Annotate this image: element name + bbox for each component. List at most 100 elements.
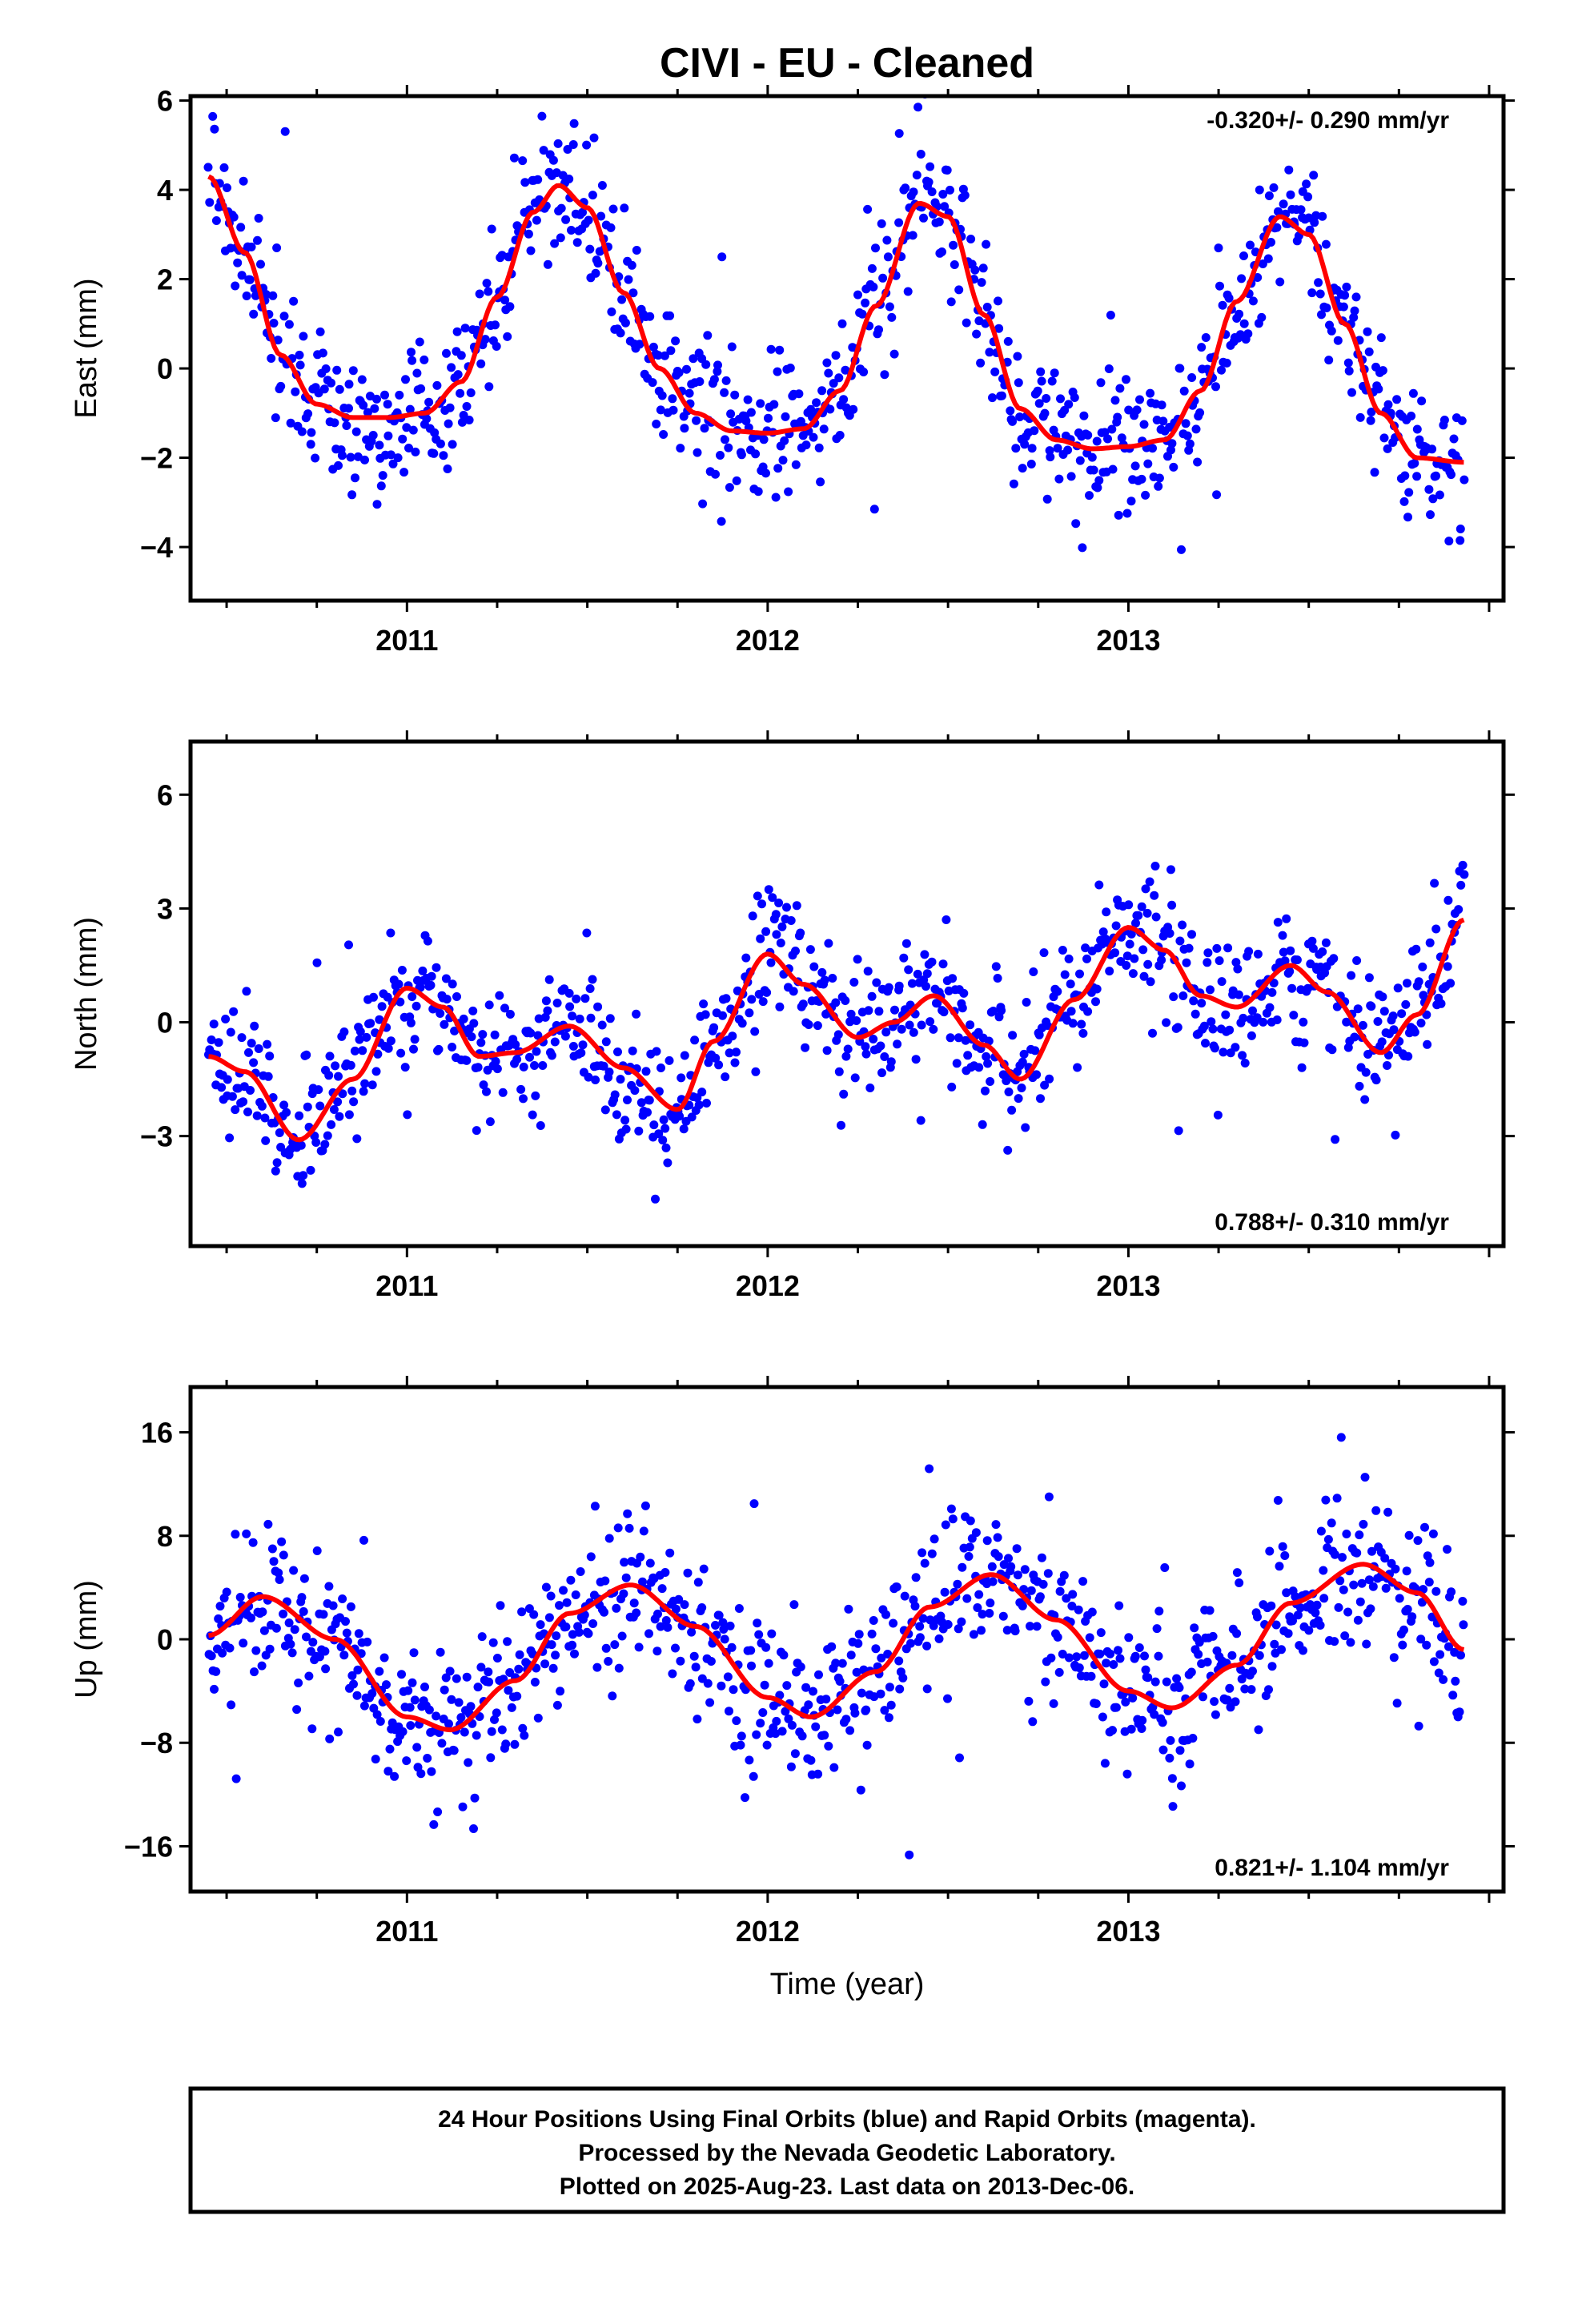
data-point bbox=[299, 332, 308, 341]
data-point bbox=[751, 1067, 761, 1076]
data-point bbox=[1091, 1699, 1101, 1708]
data-point bbox=[369, 992, 378, 1002]
data-point bbox=[1416, 1634, 1426, 1644]
data-point bbox=[1078, 543, 1087, 553]
data-point bbox=[1215, 281, 1224, 291]
data-point bbox=[408, 356, 417, 365]
data-point bbox=[1379, 433, 1389, 443]
data-point bbox=[222, 1587, 231, 1597]
data-point bbox=[544, 975, 554, 984]
data-point bbox=[1024, 1696, 1034, 1706]
data-point bbox=[1289, 1011, 1299, 1020]
data-point bbox=[271, 413, 280, 423]
data-point bbox=[344, 940, 353, 950]
data-point bbox=[1214, 243, 1223, 253]
data-point bbox=[348, 366, 358, 376]
data-point bbox=[559, 1586, 568, 1595]
data-point bbox=[207, 1651, 216, 1661]
chart-title: CIVI - EU - Cleaned bbox=[660, 40, 1034, 86]
data-point bbox=[504, 1686, 513, 1695]
data-point bbox=[1304, 1626, 1314, 1635]
data-point bbox=[538, 1061, 548, 1070]
data-point bbox=[760, 1680, 769, 1690]
y-tick-label: 6 bbox=[157, 85, 173, 118]
data-point bbox=[459, 1014, 468, 1023]
data-point bbox=[500, 1003, 509, 1013]
data-point bbox=[1032, 1070, 1042, 1080]
data-point bbox=[378, 471, 387, 480]
data-point bbox=[787, 1720, 797, 1730]
data-point bbox=[1152, 1624, 1162, 1634]
data-point bbox=[764, 1659, 773, 1668]
data-point bbox=[668, 394, 677, 404]
data-point bbox=[1075, 969, 1084, 979]
data-point bbox=[562, 1598, 572, 1607]
data-point bbox=[249, 1058, 259, 1068]
data-point bbox=[1350, 306, 1359, 316]
data-point bbox=[371, 1067, 381, 1076]
data-point bbox=[852, 1667, 861, 1677]
data-point bbox=[207, 1035, 216, 1044]
data-point bbox=[492, 1708, 501, 1718]
data-point bbox=[1125, 939, 1134, 949]
data-point bbox=[1332, 1494, 1342, 1503]
data-point bbox=[1043, 1569, 1053, 1578]
data-point bbox=[762, 987, 772, 997]
data-point bbox=[1319, 1566, 1328, 1575]
data-point bbox=[957, 1617, 966, 1626]
data-point bbox=[721, 994, 731, 1003]
data-point bbox=[398, 434, 408, 444]
data-point bbox=[773, 464, 783, 473]
data-point bbox=[794, 389, 804, 399]
data-point bbox=[1203, 958, 1212, 967]
data-point bbox=[1067, 1602, 1077, 1610]
data-point bbox=[679, 1124, 689, 1134]
data-point bbox=[881, 1027, 891, 1037]
data-point bbox=[884, 983, 893, 992]
data-point bbox=[1389, 1025, 1399, 1035]
data-point bbox=[1224, 293, 1234, 303]
data-point bbox=[1444, 1642, 1453, 1651]
data-point bbox=[289, 1566, 299, 1575]
data-point bbox=[1267, 987, 1277, 997]
data-point bbox=[1008, 1031, 1018, 1040]
data-point bbox=[500, 296, 510, 305]
data-point bbox=[974, 1590, 984, 1599]
data-point bbox=[334, 1727, 343, 1737]
data-point bbox=[1355, 1597, 1365, 1606]
y-axis-label: Up (mm) bbox=[70, 1580, 103, 1699]
data-point bbox=[485, 1117, 495, 1127]
data-point bbox=[366, 1019, 375, 1028]
data-point bbox=[1454, 905, 1464, 915]
data-point bbox=[565, 1002, 575, 1011]
data-point bbox=[498, 1088, 508, 1097]
data-point bbox=[1134, 911, 1143, 920]
data-point bbox=[1392, 1699, 1402, 1708]
data-point bbox=[894, 1656, 904, 1666]
data-point bbox=[247, 1039, 256, 1048]
data-point bbox=[849, 978, 859, 987]
data-point bbox=[487, 1727, 496, 1736]
data-point bbox=[908, 231, 917, 240]
data-point bbox=[395, 390, 404, 400]
data-point bbox=[654, 1129, 664, 1139]
data-point bbox=[924, 177, 934, 187]
data-point bbox=[1231, 1043, 1240, 1052]
data-point bbox=[569, 119, 579, 128]
data-point bbox=[1247, 1685, 1256, 1695]
data-point bbox=[877, 1653, 886, 1663]
data-point bbox=[747, 995, 757, 1004]
data-point bbox=[1307, 936, 1317, 946]
data-point bbox=[892, 1582, 901, 1592]
data-point bbox=[1035, 1592, 1045, 1602]
data-point bbox=[727, 1642, 737, 1652]
data-point bbox=[1201, 333, 1211, 342]
data-point bbox=[291, 387, 300, 396]
data-point bbox=[1287, 983, 1297, 993]
data-point bbox=[302, 1632, 311, 1642]
data-point bbox=[347, 1671, 357, 1680]
data-point bbox=[346, 1060, 355, 1070]
data-point bbox=[593, 259, 603, 268]
data-point bbox=[318, 348, 327, 358]
data-point bbox=[778, 456, 788, 465]
